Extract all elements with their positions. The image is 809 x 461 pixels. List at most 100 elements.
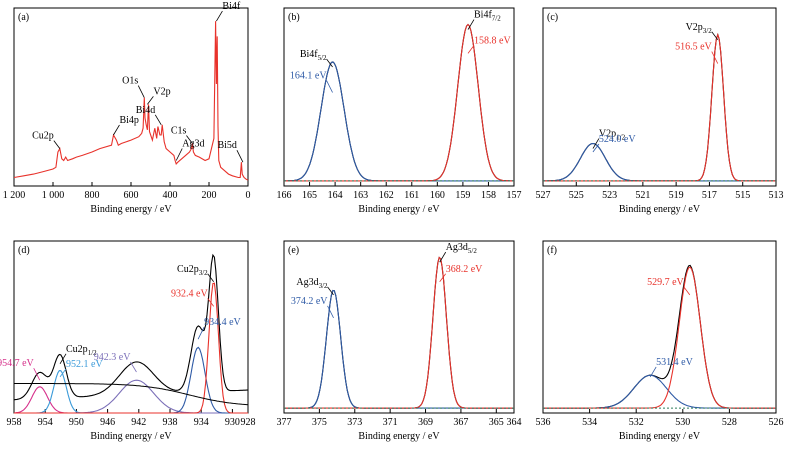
annotation-arrow: [467, 45, 475, 54]
x-axis-label: Binding energy / eV: [619, 204, 701, 215]
series-line-2: [284, 289, 514, 409]
annotation-arrow: [207, 298, 214, 307]
x-tick-label: 532: [629, 417, 644, 428]
x-tick-label: 946: [100, 417, 115, 428]
annotation-arrow: [147, 96, 154, 105]
annotation-label: Bi4f5/2: [300, 49, 327, 62]
annotation-arrow: [326, 58, 333, 68]
annotation-label: Cu2p1/2: [66, 344, 97, 357]
annotation-label: 368.2 eV: [446, 264, 483, 275]
annotation-arrow: [59, 368, 67, 378]
annotation-arrow: [175, 148, 183, 161]
x-axis-label: Binding energy / eV: [358, 431, 440, 442]
x-tick-label: 526: [769, 417, 784, 428]
x-tick-label: 928: [241, 417, 256, 428]
x-tick-label: 162: [379, 190, 394, 201]
x-tick-label: 166: [277, 190, 292, 201]
x-tick-label: 371: [383, 417, 398, 428]
annotation-label: V2p3/2: [686, 22, 713, 35]
annotation-label: 954.7 eV: [0, 358, 35, 369]
annotation-arrow: [439, 273, 447, 283]
annotation-label: Cu2p: [32, 131, 54, 142]
annotation-label: Bi5d: [217, 140, 236, 151]
x-tick-label: 527: [536, 190, 551, 201]
x-tick-label: 525: [569, 190, 584, 201]
annotation-arrow: [33, 368, 41, 381]
annotation-arrow: [216, 10, 223, 22]
x-tick-label: 534: [582, 417, 597, 428]
x-tick-label: 600: [124, 190, 139, 201]
annotation-arrow: [53, 140, 61, 149]
annotation-label: Cu2p3/2: [177, 264, 208, 277]
x-tick-label: 158: [481, 190, 496, 201]
annotation-arrow: [649, 366, 657, 378]
panel-e: 377 375 373 371 369 367 365 364 Binding energy /…: [277, 240, 522, 442]
series-line-3: [543, 266, 776, 409]
x-tick-label: 1 200: [3, 190, 26, 201]
x-tick-label: 365: [489, 417, 504, 428]
annotation-label: 516.5 eV: [675, 42, 712, 53]
annotation-label: Ag3d3/2: [296, 277, 328, 290]
x-tick-label: 164: [328, 190, 343, 201]
annotation-label: 934.4 eV: [204, 317, 241, 328]
x-tick-label: 942: [131, 417, 146, 428]
annotation-label: 529.7 eV: [647, 277, 684, 288]
plot-frame: [13, 7, 249, 187]
x-tick-label: 0: [246, 190, 251, 201]
annotation-arrow: [711, 51, 719, 64]
x-axis-label: Binding energy / eV: [619, 431, 701, 442]
annotation-label: 158.8 eV: [474, 35, 511, 46]
annotation-label: 374.2 eV: [291, 296, 328, 307]
series-line-3: [284, 256, 514, 409]
annotation-arrow: [326, 80, 333, 93]
x-tick-label: 367: [453, 417, 468, 428]
panel-f: 536 534 532 530 528 526 Binding energy / eV (f)…: [536, 240, 784, 442]
annotation-label: Ag3d: [182, 139, 204, 150]
x-tick-label: 513: [769, 190, 784, 201]
annotation-arrow: [154, 114, 162, 126]
annotation-arrow: [186, 135, 193, 144]
panel-label: (a): [18, 12, 29, 23]
x-tick-label: 950: [69, 417, 84, 428]
annotation-label: 524.0 eV: [599, 134, 636, 145]
x-tick-label: 938: [163, 417, 178, 428]
annotation-arrow: [130, 361, 137, 373]
annotation-label: 164.1 eV: [290, 71, 327, 82]
annotation-arrow: [467, 19, 475, 30]
x-tick-label: 536: [536, 417, 551, 428]
annotation-arrow: [592, 143, 600, 153]
x-tick-label: 165: [302, 190, 317, 201]
panel-label: (d): [18, 245, 30, 256]
panel-d: 958 954 950 946 942 938 934 930 928 Binding energ…: [0, 240, 256, 442]
x-tick-label: 400: [163, 190, 178, 201]
x-tick-label: 521: [635, 190, 650, 201]
panel-c: 527 525 523 521 519 517 515 513 Binding energy /…: [536, 7, 784, 215]
plot-frame: [542, 7, 777, 187]
x-axis-label: Binding energy / eV: [358, 204, 440, 215]
x-tick-label: 800: [85, 190, 100, 201]
x-tick-label: 163: [353, 190, 368, 201]
series-line-1: [543, 32, 776, 182]
x-tick-label: 160: [430, 190, 445, 201]
plot-frame: [542, 240, 777, 414]
series-line-2: [543, 374, 776, 409]
annotation-label: Bi4f7/2: [474, 10, 501, 23]
plot-frame: [283, 240, 515, 414]
panel-label: (b): [288, 12, 300, 23]
x-tick-label: 1 000: [42, 190, 65, 201]
annotation-arrow: [592, 138, 600, 149]
annotation-arrow: [207, 273, 214, 283]
x-tick-label: 375: [312, 417, 327, 428]
annotation-arrow: [137, 85, 145, 98]
annotation-subscript: 3/2: [199, 269, 208, 277]
annotation-label: Bi4d: [136, 105, 155, 116]
series-line-1: [13, 21, 249, 181]
x-tick-label: 161: [404, 190, 419, 201]
annotation-subscript: 1/2: [616, 134, 625, 142]
x-tick-label: 954: [38, 417, 53, 428]
annotation-label: Bi4p: [119, 115, 138, 126]
x-tick-label: 369: [418, 417, 433, 428]
annotation-arrow: [327, 286, 334, 296]
annotation-label: V2p: [153, 86, 170, 97]
